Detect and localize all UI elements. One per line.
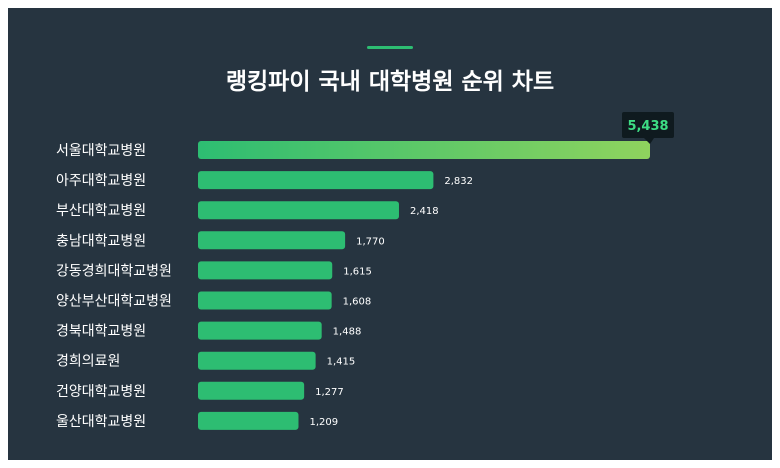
category-label: 건양대학교병원 — [56, 384, 146, 400]
category-label: 강동경희대학교병원 — [56, 263, 172, 279]
category-label: 양산부산대학교병원 — [56, 294, 172, 310]
bar — [198, 381, 305, 400]
bar — [198, 261, 333, 280]
value-label: 1,608 — [343, 297, 372, 308]
category-label: 울산대학교병원 — [56, 414, 146, 430]
bar — [198, 171, 434, 190]
category-label: 충남대학교병원 — [56, 233, 146, 249]
tooltip-pointer — [644, 138, 654, 144]
top-value-label: 5,438 — [627, 119, 668, 134]
category-label: 부산대학교병원 — [56, 203, 146, 219]
title-accent-line — [367, 46, 413, 49]
category-label: 서울대학교병원 — [56, 143, 146, 159]
value-label: 1,415 — [327, 357, 356, 368]
category-label: 경희의료원 — [56, 354, 120, 370]
chart-title: 랭킹파이 국내 대학병원 순위 차트 — [225, 69, 555, 95]
value-label: 1,770 — [356, 236, 385, 247]
bar — [198, 291, 332, 310]
category-label: 아주대학교병원 — [56, 173, 146, 189]
bar — [198, 231, 346, 250]
value-label: 1,277 — [315, 387, 344, 398]
category-label: 경북대학교병원 — [56, 324, 146, 340]
top-value-tooltip — [622, 112, 674, 138]
bar — [198, 141, 650, 159]
value-label: 2,418 — [410, 206, 439, 217]
bar — [198, 321, 322, 340]
value-label: 1,209 — [309, 417, 338, 428]
bar — [198, 201, 399, 220]
value-label: 1,488 — [333, 327, 362, 338]
bar — [198, 411, 299, 430]
chart-panel — [8, 8, 772, 460]
bar — [198, 351, 316, 370]
value-label: 2,832 — [444, 176, 473, 187]
value-label: 1,615 — [343, 266, 372, 277]
